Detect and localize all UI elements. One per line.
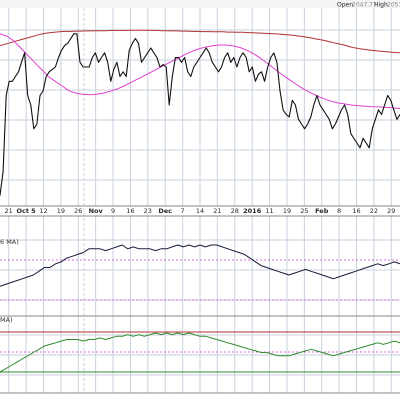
x-tick-label: 19 <box>283 207 291 215</box>
indicator2-label: MA) <box>0 316 13 324</box>
x-tick-label: Oct 5 <box>16 207 36 215</box>
x-tick-label: 26 <box>74 207 82 215</box>
x-tick-label: 12 <box>39 207 47 215</box>
x-tick-label: Feb <box>315 207 329 215</box>
x-tick-label: 7 <box>181 207 185 215</box>
x-tick-label: 14 <box>196 207 204 215</box>
moving-average-red <box>0 29 400 54</box>
high-value: 2057 <box>387 2 400 9</box>
grid-lines <box>0 8 400 393</box>
x-tick-label: 25 <box>300 207 308 215</box>
x-tick-label: Dec <box>158 207 172 215</box>
x-tick-label: Nov <box>89 207 104 215</box>
open-value: 2047.77 <box>352 2 377 9</box>
x-tick-label: 21 <box>213 207 221 215</box>
x-tick-label: 11 <box>265 207 273 215</box>
series-layer <box>0 29 400 373</box>
x-tick-label: 23 <box>144 207 152 215</box>
x-tick-label: 22 <box>370 207 378 215</box>
x-tick-label: 16 <box>352 207 360 215</box>
x-tick-label: 19 <box>57 207 65 215</box>
x-tick-label: 8 <box>337 207 341 215</box>
moving-average-magenta <box>0 33 400 110</box>
x-tick-label: 28 <box>231 207 239 215</box>
indicator1-line <box>0 244 400 287</box>
header-bar <box>0 0 400 8</box>
open-label: Open <box>337 2 353 9</box>
x-axis-labels: 21 Oct 5 12 19 26 Nov 9 16 23 Dec 7 14 21 28 2016 11 19 2… <box>5 207 396 215</box>
x-tick-label: 16 <box>126 207 134 215</box>
x-tick-label: 9 <box>111 207 115 215</box>
indicator1-label: 6 MA) <box>0 238 19 246</box>
x-tick-label: 29 <box>387 207 395 215</box>
high-label: High <box>374 2 388 9</box>
reference-lines <box>0 259 400 373</box>
indicator2-line <box>0 332 400 373</box>
x-tick-label: 2016 <box>243 207 262 215</box>
x-tick-label: 21 <box>5 207 13 215</box>
price-line <box>0 33 400 196</box>
